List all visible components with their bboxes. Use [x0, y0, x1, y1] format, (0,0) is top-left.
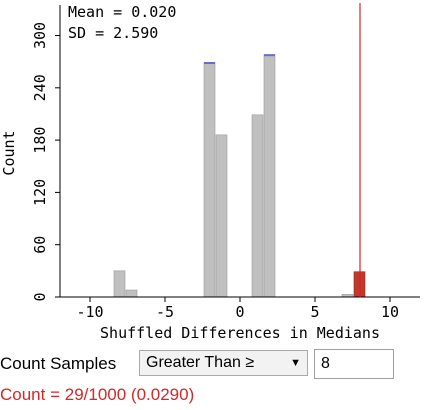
histogram-bar [215, 134, 228, 298]
y-tick-label: 240 [31, 74, 49, 101]
histogram-bar [113, 270, 126, 298]
x-ticks-group: -10 -5 0 5 10 [76, 297, 399, 321]
x-tick-label: -10 [76, 303, 103, 321]
x-tick-label: 10 [381, 303, 399, 321]
y-axis-label: Count [0, 130, 18, 175]
histogram-bar [203, 62, 216, 298]
threshold-input[interactable] [314, 349, 394, 379]
histogram-bar [125, 289, 138, 298]
y-tick-label: 120 [31, 179, 49, 206]
y-tick-label: 180 [31, 127, 49, 154]
count-samples-label: Count Samples [0, 354, 117, 373]
comparison-select-value: Greater Than ≥ [146, 354, 255, 371]
x-axis-label: Shuffled Differences in Medians [100, 324, 380, 342]
x-tick-label: 0 [235, 303, 244, 321]
x-tick-label: 5 [310, 303, 319, 321]
sd-annotation: SD = 2.590 [68, 24, 158, 42]
mean-annotation: Mean = 0.020 [68, 3, 176, 21]
histogram-bar [251, 114, 264, 298]
count-samples-controls: Count Samples Greater Than ≥ ▼ [0, 348, 427, 380]
x-tick-label: -5 [156, 303, 174, 321]
axes-group [59, 5, 420, 298]
bars-group [113, 54, 366, 298]
result-count-text: Count = 29/1000 (0.0290) [0, 385, 195, 404]
histogram-chart: -10 -5 0 5 10 0 60 120 180 240 300 Mean = 0.020 S… [0, 3, 420, 342]
y-tick-label: 60 [31, 236, 49, 254]
histogram-bar [263, 54, 276, 298]
caret-down-icon: ▼ [290, 357, 301, 369]
y-tick-label: 300 [31, 22, 49, 49]
y-ticks-group: 0 60 120 180 240 300 [31, 22, 60, 302]
y-tick-label: 0 [31, 292, 49, 301]
comparison-select[interactable]: Greater Than ≥ ▼ [139, 350, 308, 376]
